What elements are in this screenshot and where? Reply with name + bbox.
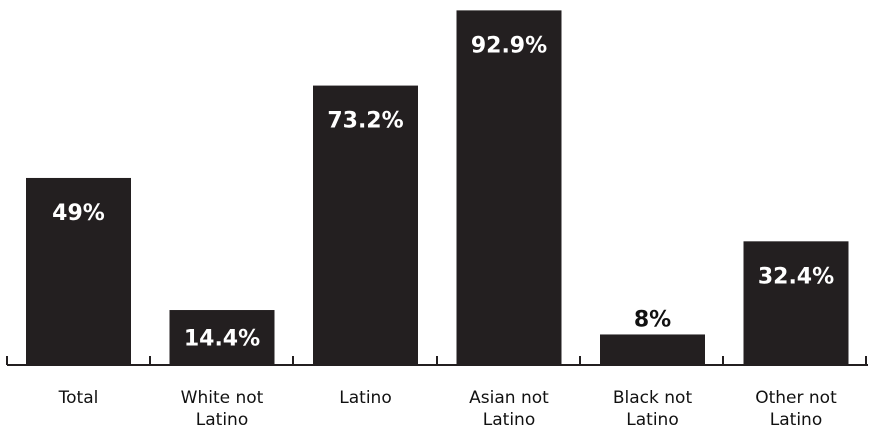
- category-label-2-line-0: Latino: [339, 388, 391, 408]
- category-label-5-line-1: Latino: [770, 410, 822, 430]
- category-label-1-line-0: White not: [181, 388, 264, 408]
- category-label-3-line-1: Latino: [483, 410, 535, 430]
- bar-3: [456, 10, 562, 366]
- data-label-0: 49%: [52, 201, 105, 226]
- bar-0: [26, 177, 131, 365]
- category-label-4-line-0: Black not: [613, 388, 693, 408]
- data-label-4: 8%: [634, 307, 671, 332]
- category-label-3-line-0: Asian not: [469, 388, 549, 408]
- bar-2: [313, 85, 418, 366]
- data-label-5: 32.4%: [758, 264, 834, 289]
- bar-5: [743, 241, 849, 365]
- category-label-1-line-1: Latino: [196, 410, 248, 430]
- x-axis-ticks: [6, 356, 867, 365]
- category-label-0-line-0: Total: [58, 388, 99, 408]
- data-label-3: 92.9%: [471, 33, 547, 58]
- bar-1: [169, 310, 275, 365]
- bars-group: 49% 14.4% 73.2% 92.9% 8% 32.4%: [26, 10, 849, 366]
- data-label-1: 14.4%: [184, 327, 260, 352]
- bar-4: [600, 334, 705, 365]
- category-label-5-line-0: Other not: [755, 388, 837, 408]
- data-label-2: 73.2%: [327, 109, 403, 134]
- category-label-4-line-1: Latino: [626, 410, 678, 430]
